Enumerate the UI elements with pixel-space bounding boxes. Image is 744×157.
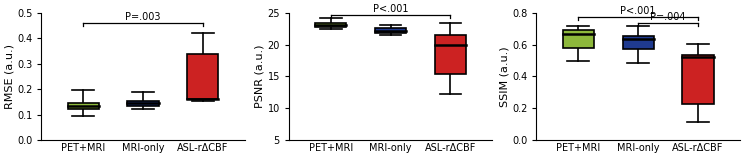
FancyBboxPatch shape (562, 30, 594, 48)
FancyBboxPatch shape (682, 55, 713, 104)
Text: P=.003: P=.003 (125, 12, 161, 22)
FancyBboxPatch shape (187, 54, 219, 99)
FancyBboxPatch shape (127, 101, 158, 106)
FancyBboxPatch shape (375, 28, 406, 33)
Y-axis label: RMSE (a.u.): RMSE (a.u.) (4, 44, 14, 109)
Text: P=.004: P=.004 (650, 12, 686, 22)
Y-axis label: PSNR (a.u.): PSNR (a.u.) (254, 45, 265, 108)
Y-axis label: SSIM (a.u.): SSIM (a.u.) (499, 46, 509, 107)
FancyBboxPatch shape (623, 36, 654, 49)
FancyBboxPatch shape (434, 35, 466, 74)
Text: P<.001: P<.001 (373, 4, 408, 14)
FancyBboxPatch shape (68, 103, 99, 109)
FancyBboxPatch shape (315, 23, 346, 27)
Text: P<.001: P<.001 (620, 6, 656, 16)
